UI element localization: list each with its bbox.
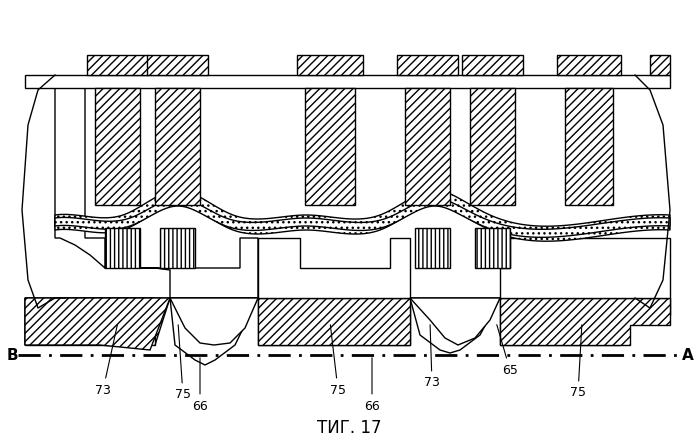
Polygon shape — [25, 298, 170, 350]
Polygon shape — [410, 298, 500, 345]
Bar — [565, 88, 613, 205]
Text: 75: 75 — [570, 325, 586, 400]
Polygon shape — [500, 298, 670, 345]
Polygon shape — [258, 298, 410, 345]
Text: 73: 73 — [95, 325, 117, 396]
Polygon shape — [410, 298, 500, 353]
Polygon shape — [55, 198, 670, 237]
Text: 65: 65 — [497, 325, 518, 377]
Polygon shape — [55, 88, 670, 240]
Bar — [405, 88, 450, 205]
Bar — [397, 55, 458, 75]
Text: 73: 73 — [424, 325, 440, 389]
Polygon shape — [25, 298, 155, 345]
Bar — [557, 55, 621, 75]
Text: B: B — [6, 348, 17, 363]
Polygon shape — [55, 298, 170, 345]
Bar — [105, 228, 140, 268]
Text: 66: 66 — [192, 358, 208, 412]
Bar — [95, 88, 140, 205]
Polygon shape — [55, 88, 258, 298]
Bar — [650, 55, 670, 75]
Polygon shape — [25, 298, 155, 345]
Bar — [475, 228, 510, 268]
Bar — [415, 228, 450, 268]
Polygon shape — [55, 190, 670, 241]
Bar — [462, 55, 523, 75]
Text: 75: 75 — [175, 325, 191, 401]
Polygon shape — [170, 298, 258, 345]
Polygon shape — [500, 298, 670, 345]
Bar — [470, 88, 515, 205]
Bar — [147, 55, 208, 75]
Bar — [297, 55, 363, 75]
Polygon shape — [170, 298, 258, 365]
Text: 75: 75 — [330, 325, 346, 396]
Polygon shape — [258, 298, 410, 345]
Text: ΤИГ. 17: ΤИГ. 17 — [317, 419, 381, 437]
Polygon shape — [500, 238, 670, 298]
Bar — [155, 88, 200, 205]
Text: A: A — [682, 348, 694, 363]
Text: 66: 66 — [364, 358, 380, 412]
Polygon shape — [258, 238, 410, 298]
Bar — [160, 228, 195, 268]
Bar — [305, 88, 355, 205]
Bar — [25, 75, 670, 88]
Bar — [87, 55, 148, 75]
